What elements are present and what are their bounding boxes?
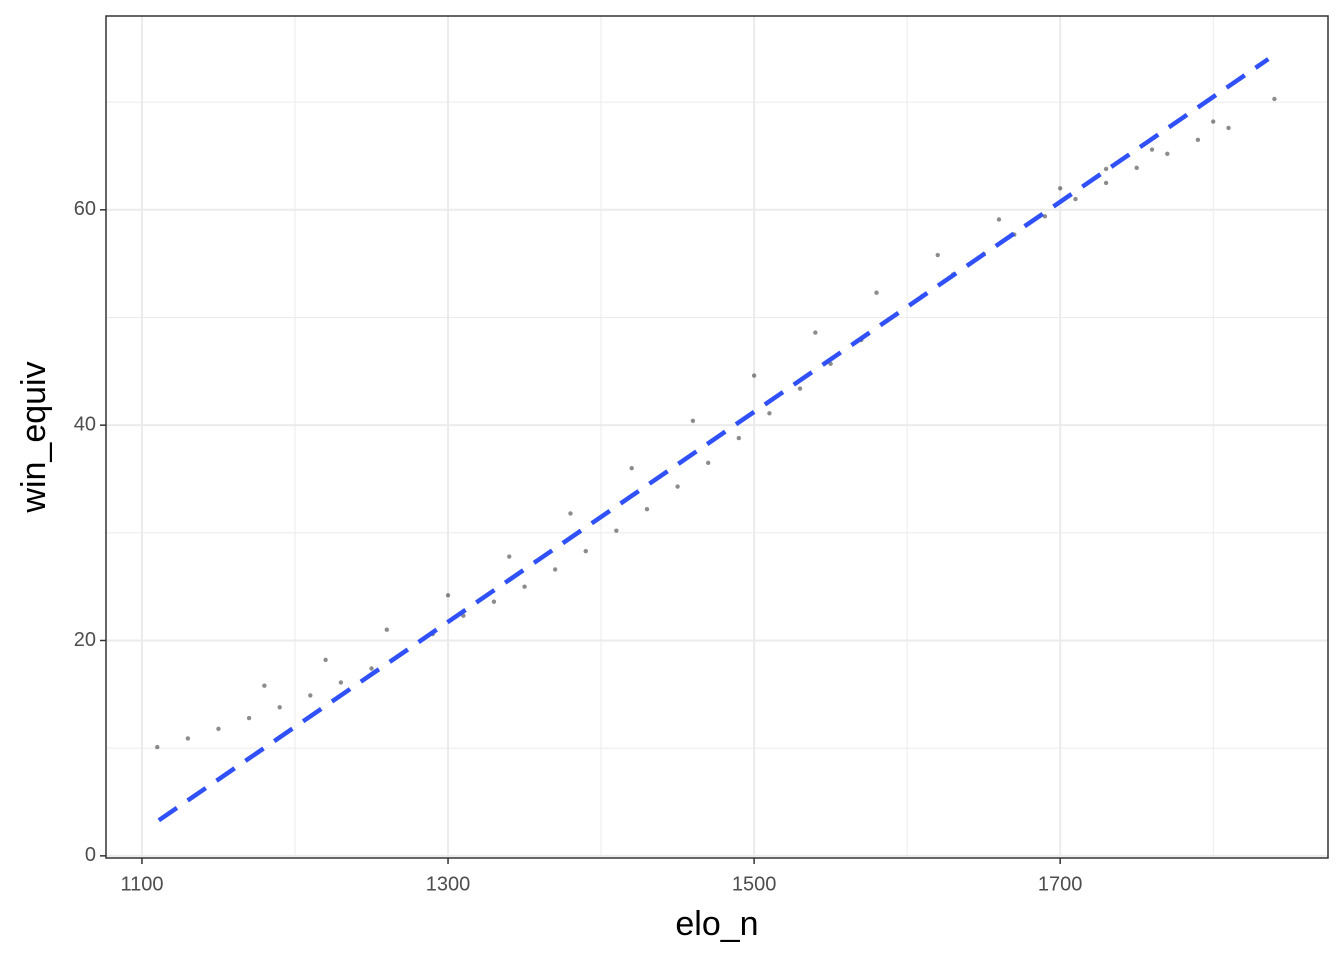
point — [583, 548, 588, 554]
point — [797, 386, 803, 391]
point — [491, 599, 497, 604]
point — [1149, 147, 1155, 152]
point — [369, 666, 374, 671]
point — [767, 411, 772, 416]
point — [1211, 119, 1216, 124]
point — [1195, 137, 1201, 143]
point — [338, 680, 344, 685]
point — [507, 554, 512, 559]
point — [1226, 125, 1231, 131]
y-tick-label: 0 — [85, 844, 96, 866]
y-tick-label: 20 — [74, 629, 96, 651]
x-tick-label: 1500 — [732, 873, 777, 895]
x-tick-label: 1100 — [120, 873, 163, 895]
point — [155, 744, 160, 750]
point — [706, 460, 711, 466]
point — [614, 528, 619, 533]
y-axis-title: win_equiv — [15, 361, 53, 513]
point — [262, 683, 267, 688]
panel-border — [105, 15, 1329, 859]
point — [1272, 96, 1277, 102]
point — [1134, 165, 1139, 171]
point — [874, 290, 879, 295]
point — [644, 506, 650, 512]
y-tick-label: 40 — [74, 413, 96, 435]
point — [996, 217, 1002, 222]
point — [277, 705, 282, 710]
point — [308, 693, 313, 698]
point — [751, 373, 757, 378]
point — [323, 657, 328, 663]
dashed-line — [157, 57, 1270, 823]
point — [1057, 186, 1063, 191]
point — [1165, 151, 1170, 157]
point — [445, 593, 451, 598]
y-tick-label: 60 — [74, 198, 96, 220]
point — [384, 627, 390, 632]
point — [690, 418, 696, 424]
x-axis-title: elo_n — [675, 905, 758, 943]
point — [1103, 180, 1109, 186]
point — [935, 252, 940, 258]
point — [552, 567, 558, 572]
x-tick-label: 1700 — [1038, 873, 1083, 895]
point — [675, 484, 680, 489]
point — [629, 466, 634, 471]
point — [813, 330, 818, 335]
point — [1073, 196, 1078, 202]
point — [185, 736, 191, 741]
point — [1042, 214, 1048, 219]
point — [216, 726, 221, 731]
x-tick-label: 1300 — [426, 873, 471, 895]
point — [1103, 166, 1109, 172]
point — [522, 584, 527, 589]
point — [568, 511, 573, 516]
point — [246, 715, 252, 721]
point — [736, 435, 742, 441]
